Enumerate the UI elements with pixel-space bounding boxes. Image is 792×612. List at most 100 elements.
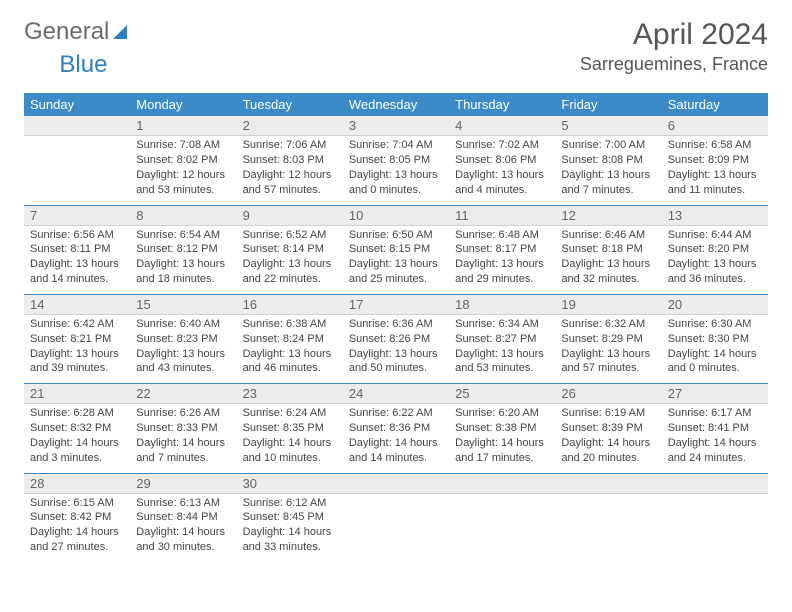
day-sunrise: Sunrise: 6:15 AM [30,496,124,511]
day-sunset: Sunset: 8:36 PM [349,421,443,436]
calendar-row: 14Sunrise: 6:42 AMSunset: 8:21 PMDayligh… [24,293,768,382]
day-daylight1: Daylight: 14 hours [136,525,230,540]
day-daylight1: Daylight: 14 hours [668,347,762,362]
day-body: Sunrise: 6:54 AMSunset: 8:12 PMDaylight:… [130,226,236,293]
calendar-cell: 20Sunrise: 6:30 AMSunset: 8:30 PMDayligh… [662,293,768,382]
day-number: 22 [130,383,236,404]
day-sunrise: Sunrise: 6:13 AM [136,496,230,511]
weekday-header: Wednesday [343,93,449,116]
day-sunset: Sunset: 8:18 PM [561,242,655,257]
day-daylight2: and 32 minutes. [561,272,655,287]
calendar-cell: 18Sunrise: 6:34 AMSunset: 8:27 PMDayligh… [449,293,555,382]
day-sunset: Sunset: 8:02 PM [136,153,230,168]
day-sunset: Sunset: 8:33 PM [136,421,230,436]
day-body: Sunrise: 6:56 AMSunset: 8:11 PMDaylight:… [24,226,130,293]
day-daylight1: Daylight: 12 hours [243,168,337,183]
calendar-body: 1Sunrise: 7:08 AMSunset: 8:02 PMDaylight… [24,116,768,562]
day-daylight1: Daylight: 12 hours [136,168,230,183]
brand-part2: Blue [59,51,107,79]
day-daylight2: and 57 minutes. [561,361,655,376]
day-sunrise: Sunrise: 6:20 AM [455,406,549,421]
day-body: Sunrise: 7:06 AMSunset: 8:03 PMDaylight:… [237,136,343,203]
calendar-row: 28Sunrise: 6:15 AMSunset: 8:42 PMDayligh… [24,472,768,561]
calendar-cell-empty [24,116,130,204]
day-number: 18 [449,294,555,315]
day-daylight1: Daylight: 14 hours [455,436,549,451]
weekday-header: Sunday [24,93,130,116]
day-number: 11 [449,205,555,226]
day-body: Sunrise: 6:44 AMSunset: 8:20 PMDaylight:… [662,226,768,293]
day-daylight1: Daylight: 13 hours [243,257,337,272]
day-daylight2: and 22 minutes. [243,272,337,287]
calendar-cell: 29Sunrise: 6:13 AMSunset: 8:44 PMDayligh… [130,472,236,561]
day-sunrise: Sunrise: 7:04 AM [349,138,443,153]
day-sunset: Sunset: 8:39 PM [561,421,655,436]
calendar-cell: 3Sunrise: 7:04 AMSunset: 8:05 PMDaylight… [343,116,449,204]
day-sunrise: Sunrise: 6:56 AM [30,228,124,243]
calendar-cell-empty [343,472,449,561]
month-title: April 2024 [580,18,768,52]
day-sunset: Sunset: 8:12 PM [136,242,230,257]
brand-part1: General [24,18,109,46]
day-number: 19 [555,294,661,315]
day-number: 3 [343,116,449,136]
calendar-cell: 16Sunrise: 6:38 AMSunset: 8:24 PMDayligh… [237,293,343,382]
day-sunset: Sunset: 8:26 PM [349,332,443,347]
calendar-cell: 8Sunrise: 6:54 AMSunset: 8:12 PMDaylight… [130,204,236,293]
day-daylight2: and 36 minutes. [668,272,762,287]
weekday-header: Monday [130,93,236,116]
day-daylight1: Daylight: 13 hours [30,257,124,272]
day-number: 30 [237,473,343,494]
calendar-cell: 10Sunrise: 6:50 AMSunset: 8:15 PMDayligh… [343,204,449,293]
day-number: 4 [449,116,555,136]
calendar-cell: 24Sunrise: 6:22 AMSunset: 8:36 PMDayligh… [343,383,449,472]
day-body: Sunrise: 7:08 AMSunset: 8:02 PMDaylight:… [130,136,236,203]
day-number: 15 [130,294,236,315]
day-sunset: Sunset: 8:08 PM [561,153,655,168]
day-daylight1: Daylight: 13 hours [561,168,655,183]
day-sunset: Sunset: 8:24 PM [243,332,337,347]
day-number: 28 [24,473,130,494]
day-sunset: Sunset: 8:29 PM [561,332,655,347]
day-daylight2: and 33 minutes. [243,540,337,555]
calendar-cell: 22Sunrise: 6:26 AMSunset: 8:33 PMDayligh… [130,383,236,472]
day-body: Sunrise: 6:34 AMSunset: 8:27 PMDaylight:… [449,315,555,382]
day-sunset: Sunset: 8:03 PM [243,153,337,168]
day-body: Sunrise: 6:36 AMSunset: 8:26 PMDaylight:… [343,315,449,382]
day-daylight1: Daylight: 13 hours [668,168,762,183]
day-number: 16 [237,294,343,315]
day-body [24,136,130,196]
day-number: 9 [237,205,343,226]
day-number: 12 [555,205,661,226]
day-number [343,473,449,494]
day-daylight2: and 14 minutes. [349,451,443,466]
day-daylight2: and 10 minutes. [243,451,337,466]
day-daylight1: Daylight: 13 hours [561,347,655,362]
calendar-cell-empty [449,472,555,561]
day-daylight2: and 7 minutes. [136,451,230,466]
day-daylight2: and 53 minutes. [136,183,230,198]
day-sunrise: Sunrise: 6:17 AM [668,406,762,421]
day-daylight2: and 27 minutes. [30,540,124,555]
day-number: 1 [130,116,236,136]
day-body: Sunrise: 6:20 AMSunset: 8:38 PMDaylight:… [449,404,555,471]
calendar-cell: 9Sunrise: 6:52 AMSunset: 8:14 PMDaylight… [237,204,343,293]
day-daylight2: and 30 minutes. [136,540,230,555]
day-body [555,494,661,554]
day-daylight1: Daylight: 13 hours [455,257,549,272]
calendar-cell: 5Sunrise: 7:00 AMSunset: 8:08 PMDaylight… [555,116,661,204]
day-body: Sunrise: 6:28 AMSunset: 8:32 PMDaylight:… [24,404,130,471]
calendar-cell: 1Sunrise: 7:08 AMSunset: 8:02 PMDaylight… [130,116,236,204]
calendar-cell: 21Sunrise: 6:28 AMSunset: 8:32 PMDayligh… [24,383,130,472]
title-block: April 2024 Sarreguemines, France [580,18,768,75]
day-daylight1: Daylight: 14 hours [349,436,443,451]
day-number: 27 [662,383,768,404]
day-body: Sunrise: 7:02 AMSunset: 8:06 PMDaylight:… [449,136,555,203]
day-sunset: Sunset: 8:15 PM [349,242,443,257]
day-daylight1: Daylight: 13 hours [561,257,655,272]
day-number: 29 [130,473,236,494]
day-sunrise: Sunrise: 6:42 AM [30,317,124,332]
day-body: Sunrise: 6:46 AMSunset: 8:18 PMDaylight:… [555,226,661,293]
day-number: 14 [24,294,130,315]
calendar-cell: 7Sunrise: 6:56 AMSunset: 8:11 PMDaylight… [24,204,130,293]
